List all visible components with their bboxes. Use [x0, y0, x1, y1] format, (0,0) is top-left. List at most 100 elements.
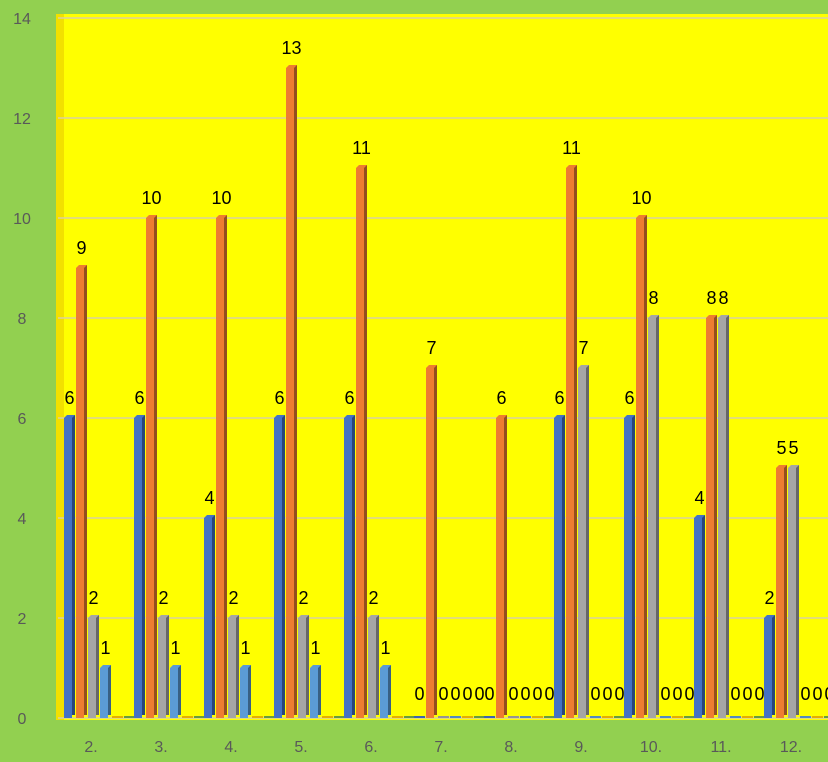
y-tick-label: 14: [13, 11, 31, 28]
data-label: 10: [141, 188, 161, 208]
bar: [450, 716, 461, 718]
data-label: 0: [812, 684, 822, 704]
bar: [462, 716, 473, 718]
data-label: 1: [380, 638, 390, 658]
bar-top: [240, 665, 251, 668]
data-label: 0: [614, 684, 624, 704]
data-label: 2: [298, 588, 308, 608]
bar-top: [566, 165, 577, 168]
bar-side: [154, 215, 157, 715]
bar: [414, 716, 425, 718]
bar-top: [100, 665, 111, 668]
bar: [264, 716, 275, 718]
bar-top: [158, 615, 169, 618]
y-tick-label: 4: [18, 511, 27, 528]
bar: [252, 716, 263, 718]
y-tick-label: 12: [13, 111, 31, 128]
bar-side: [586, 365, 589, 715]
bar: [322, 716, 333, 718]
x-tick-label: 5.: [294, 739, 307, 756]
bar-side: [72, 415, 75, 715]
bar-top: [368, 615, 379, 618]
data-label: 0: [742, 684, 752, 704]
data-label: 0: [660, 684, 670, 704]
bar-top: [426, 365, 437, 368]
bar-top: [134, 415, 145, 418]
data-label: 9: [76, 238, 86, 258]
bar: [474, 716, 485, 718]
bar: [76, 268, 84, 718]
bar-top: [648, 315, 659, 318]
data-label: 0: [450, 684, 460, 704]
bar-side: [178, 665, 181, 715]
bar-side: [166, 615, 169, 715]
x-tick-label: 4.: [224, 739, 237, 756]
bar: [824, 716, 828, 718]
bar-side: [236, 615, 239, 715]
data-label: 0: [414, 684, 424, 704]
bar: [228, 618, 236, 718]
bar-top: [380, 665, 391, 668]
data-label: 5: [788, 438, 798, 458]
bar-side: [318, 665, 321, 715]
bar: [298, 618, 306, 718]
bar-side: [504, 415, 507, 715]
x-tick-label: 3.: [154, 739, 167, 756]
data-label: 6: [134, 388, 144, 408]
bar-side: [294, 65, 297, 715]
data-label: 1: [170, 638, 180, 658]
bar: [310, 668, 318, 718]
bar-side: [306, 615, 309, 715]
bar-top: [64, 415, 75, 418]
data-label: 0: [544, 684, 554, 704]
bar-top: [146, 215, 157, 218]
bar: [684, 716, 695, 718]
data-label: 0: [474, 684, 484, 704]
y-tick-label: 10: [13, 211, 31, 228]
data-label: 0: [672, 684, 682, 704]
bar-side: [282, 415, 285, 715]
bar: [706, 318, 714, 718]
bar-side: [364, 165, 367, 715]
bar: [240, 668, 248, 718]
data-label: 13: [281, 38, 301, 58]
bar-top: [706, 315, 717, 318]
bar-top: [286, 65, 297, 68]
bar: [368, 618, 376, 718]
data-label: 6: [274, 388, 284, 408]
bar: [532, 716, 543, 718]
x-axis-ticks: 2. 3. 4. 5. 6. 7. 8. 9. 10. 11. 12.: [84, 739, 802, 756]
bar-top: [788, 465, 799, 468]
bar-top: [216, 215, 227, 218]
data-label: 0: [484, 684, 494, 704]
bar: [134, 418, 142, 718]
bar-top: [624, 415, 635, 418]
bar-top: [554, 415, 565, 418]
bar: [602, 716, 613, 718]
bar-side: [248, 665, 251, 715]
bar-side: [212, 515, 215, 715]
bar: [672, 716, 683, 718]
data-label: 0: [532, 684, 542, 704]
bar-top: [496, 415, 507, 418]
bar: [356, 168, 364, 718]
data-label: 7: [578, 338, 588, 358]
data-label: 6: [64, 388, 74, 408]
bar: [520, 716, 531, 718]
data-label: 10: [631, 188, 651, 208]
data-label: 8: [718, 288, 728, 308]
data-label: 0: [754, 684, 764, 704]
y-axis-ticks: 0 2 4 6 8 10 12 14: [13, 11, 31, 728]
bar-side: [376, 615, 379, 715]
data-label: 4: [694, 488, 704, 508]
bar-side: [434, 365, 437, 715]
bar: [484, 716, 495, 718]
x-tick-label: 9.: [574, 739, 587, 756]
bar: [170, 668, 178, 718]
x-tick-label: 7.: [434, 739, 447, 756]
bar: [392, 716, 403, 718]
bar: [590, 716, 601, 718]
bar: [88, 618, 96, 718]
bar-side: [96, 615, 99, 715]
